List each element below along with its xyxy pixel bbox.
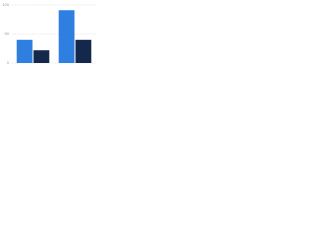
bar: [16, 39, 33, 63]
bar: [33, 50, 50, 63]
chart: 0 50 100: [2, 2, 96, 65]
y-tick-label: 100: [2, 2, 9, 7]
y-tick-label: 0: [7, 60, 10, 65]
bar: [75, 39, 92, 63]
bar: [58, 10, 75, 63]
y-tick-label: 50: [5, 31, 10, 36]
